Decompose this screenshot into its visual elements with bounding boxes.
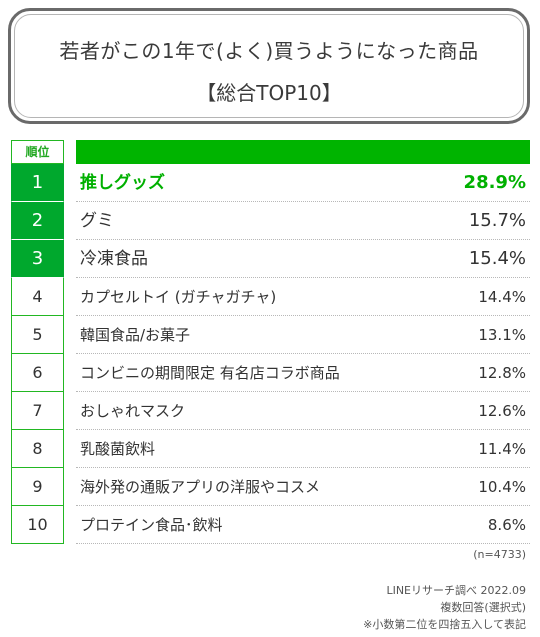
item-value: 10.4%: [478, 478, 526, 496]
rank-cell: 6: [11, 354, 64, 392]
item-name: カプセルトイ (ガチャガチャ): [80, 288, 277, 306]
table-row: 2 グミ 15.7%: [0, 202, 540, 240]
table-row: 8 乳酸菌飲料 11.4%: [0, 430, 540, 468]
sample-size-note: (n=4733): [473, 548, 526, 561]
table-row: 10 プロテイン食品･飲料 8.6%: [0, 506, 540, 544]
row-divider: [76, 467, 530, 468]
row-divider: [76, 543, 530, 544]
table-row: 6 コンビニの期間限定 有名店コラボ商品 12.8%: [0, 354, 540, 392]
item-name: 海外発の通販アプリの洋服やコスメ: [80, 478, 321, 496]
rank-cell: 3: [11, 240, 64, 278]
row-divider: [76, 315, 530, 316]
item-name: グミ: [80, 211, 114, 231]
item-name: 乳酸菌飲料: [80, 440, 156, 458]
row-divider: [76, 391, 530, 392]
rank-cell: 5: [11, 316, 64, 354]
table-row: 1 推しグッズ 28.9%: [0, 164, 540, 202]
item-value: 28.9%: [463, 172, 526, 193]
item-name: プロテイン食品･飲料: [80, 516, 223, 534]
table-row: 4 カプセルトイ (ガチャガチャ) 14.4%: [0, 278, 540, 316]
rank-cell: 4: [11, 278, 64, 316]
row-divider: [76, 353, 530, 354]
item-name: 韓国食品/お菓子: [80, 326, 191, 344]
item-value: 14.4%: [478, 288, 526, 306]
title-box: 若者がこの1年で(よく)買うようになった商品 【総合TOP10】: [8, 8, 530, 124]
chart-title: 若者がこの1年で(よく)買うようになった商品: [59, 39, 479, 63]
item-name: 推しグッズ: [80, 173, 165, 193]
item-value: 15.7%: [468, 210, 526, 231]
table-row: 9 海外発の通販アプリの洋服やコスメ 10.4%: [0, 468, 540, 506]
item-value: 11.4%: [478, 440, 526, 458]
rank-cell: 9: [11, 468, 64, 506]
table-row: 7 おしゃれマスク 12.6%: [0, 392, 540, 430]
rank-cell: 2: [11, 202, 64, 240]
item-value: 8.6%: [487, 516, 526, 534]
rank-cell: 1: [11, 164, 64, 202]
item-name: コンビニの期間限定 有名店コラボ商品: [80, 364, 340, 382]
row-divider: [76, 277, 530, 278]
row-divider: [76, 239, 530, 240]
row-divider: [76, 505, 530, 506]
item-value: 13.1%: [478, 326, 526, 344]
table-row: 3 冷凍食品 15.4%: [0, 240, 540, 278]
rank-cell: 8: [11, 430, 64, 468]
rounding-note: ※小数第二位を四捨五入して表記: [363, 618, 526, 631]
chart-subtitle: 【総合TOP10】: [196, 81, 342, 105]
item-name: 冷凍食品: [80, 249, 148, 269]
header-bar: [76, 140, 530, 164]
rank-cell: 7: [11, 392, 64, 430]
source-note: LINEリサーチ調べ 2022.09: [386, 584, 526, 597]
row-divider: [76, 201, 530, 202]
method-note: 複数回答(選択式): [440, 601, 526, 614]
rank-column-header: 順位: [11, 140, 64, 164]
table-row: 5 韓国食品/お菓子 13.1%: [0, 316, 540, 354]
item-value: 12.8%: [478, 364, 526, 382]
item-name: おしゃれマスク: [80, 402, 186, 420]
rank-cell: 10: [11, 506, 64, 544]
row-divider: [76, 429, 530, 430]
item-value: 15.4%: [468, 248, 526, 269]
item-value: 12.6%: [478, 402, 526, 420]
